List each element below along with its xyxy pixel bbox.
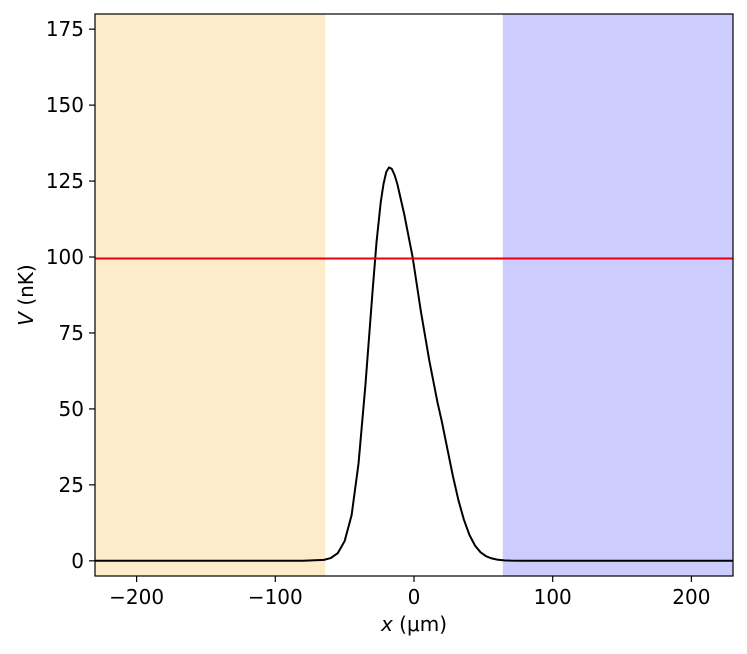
y-tick-label: 175 — [46, 17, 84, 41]
x-tick-label: −100 — [248, 585, 303, 609]
x-axis-label: x (μm) — [380, 612, 447, 636]
y-tick-label: 125 — [46, 169, 84, 193]
y-tick-label: 50 — [59, 397, 84, 421]
y-axis-label-unit: (nK) — [14, 264, 38, 312]
y-tick-label: 0 — [71, 549, 84, 573]
y-axis-label-var: V — [14, 311, 38, 326]
x-tick-label: −200 — [109, 585, 164, 609]
y-tick-label: 150 — [46, 93, 84, 117]
shaded-region-1 — [502, 14, 733, 576]
potential-curve — [95, 166, 733, 562]
y-tick-label: 25 — [59, 473, 84, 497]
x-tick-label: 0 — [408, 585, 421, 609]
x-tick-label: 200 — [672, 585, 710, 609]
y-axis-label: V (nK) — [14, 264, 38, 325]
shaded-region-0 — [95, 14, 326, 576]
y-axis-ticks: 0 25 50 75 100 125 150 175 — [46, 17, 95, 573]
x-axis-ticks: −200 −100 0 100 200 — [109, 576, 710, 609]
shaded-regions — [95, 14, 733, 576]
x-tick-label: 100 — [534, 585, 572, 609]
y-tick-label: 75 — [59, 321, 84, 345]
x-axis-label-unit: (μm) — [393, 612, 447, 636]
x-axis-label-var: x — [380, 612, 393, 636]
y-tick-label: 100 — [46, 245, 84, 269]
